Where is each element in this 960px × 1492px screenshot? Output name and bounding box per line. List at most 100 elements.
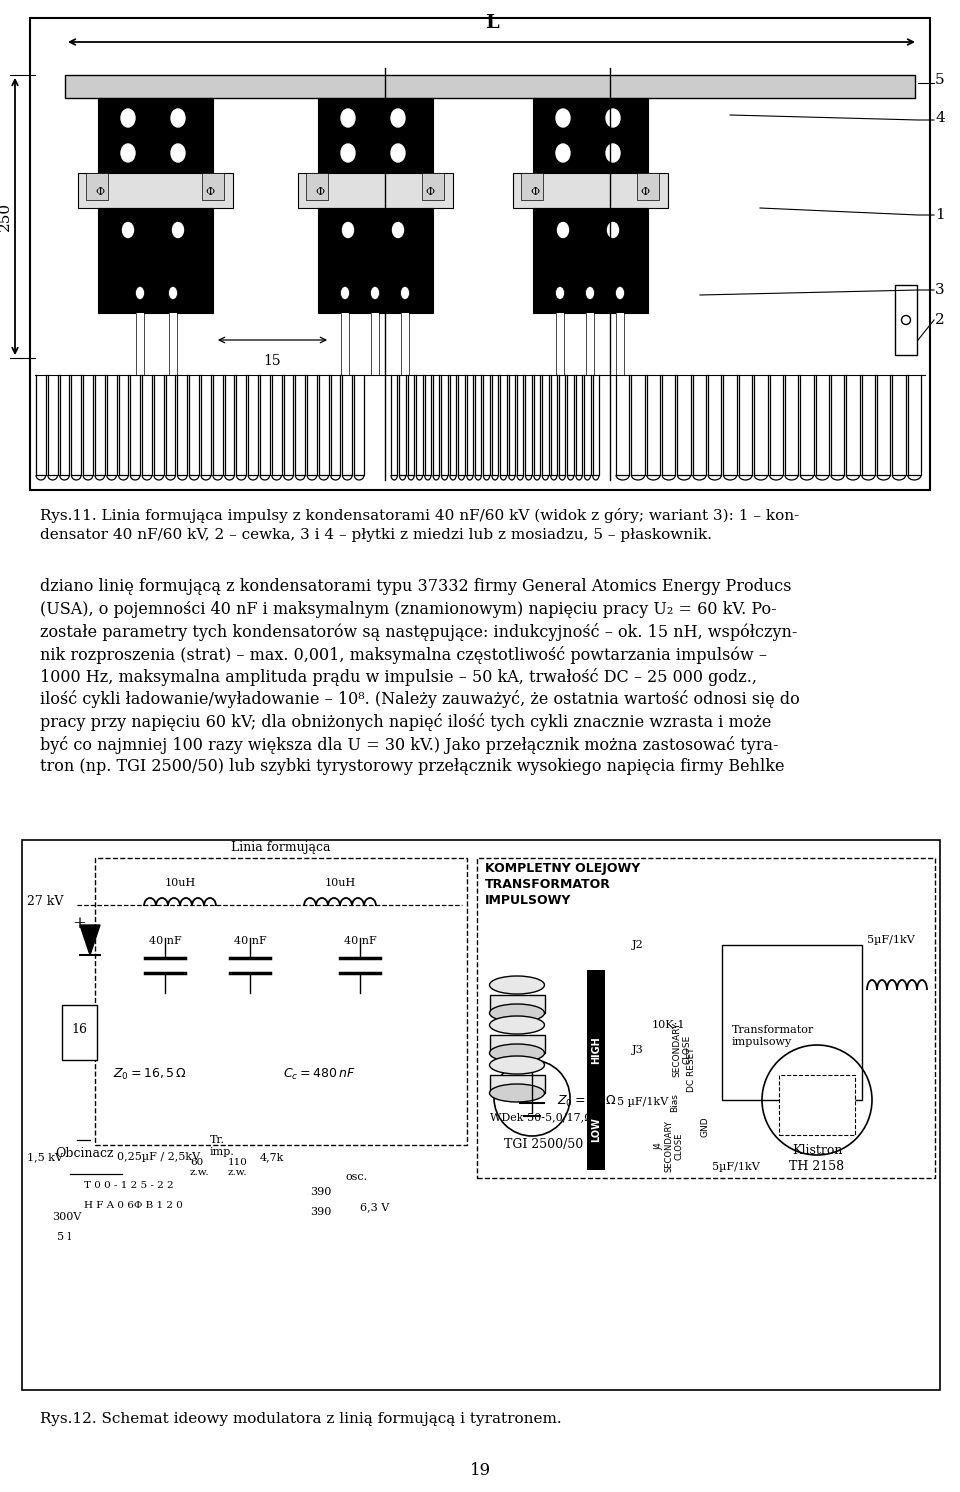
Text: 3: 3 — [935, 283, 945, 297]
Ellipse shape — [556, 286, 564, 300]
Text: Bias: Bias — [670, 1094, 680, 1112]
Ellipse shape — [606, 145, 620, 163]
Bar — [169, 313, 177, 374]
Text: pracy przy napięciu 60 kV; dla obniżonych napięć ilość tych cykli znacznie wzras: pracy przy napięciu 60 kV; dla obniżonyc… — [40, 713, 772, 731]
Ellipse shape — [586, 286, 594, 300]
Text: J3: J3 — [632, 1044, 644, 1055]
Text: (USA), o pojemności 40 nF i maksymalnym (znamionowym) napięciu pracy U₂ = 60 kV.: (USA), o pojemności 40 nF i maksymalnym … — [40, 600, 777, 618]
Text: 19: 19 — [469, 1462, 491, 1479]
Text: LOW: LOW — [591, 1118, 601, 1143]
Bar — [422, 173, 444, 200]
Ellipse shape — [391, 109, 405, 127]
Bar — [78, 173, 233, 207]
Text: 4: 4 — [935, 110, 945, 125]
Bar — [586, 313, 594, 374]
Text: 5µF/1kV: 5µF/1kV — [867, 935, 915, 944]
Text: 60
z.w.: 60 z.w. — [190, 1158, 209, 1177]
Text: Transformator
impulsowy: Transformator impulsowy — [732, 1025, 814, 1047]
Bar — [533, 207, 648, 313]
Ellipse shape — [558, 222, 568, 237]
Text: 40 nF: 40 nF — [344, 935, 376, 946]
Bar — [521, 173, 543, 200]
Bar — [95, 858, 467, 1144]
Text: J4
SECONDARY
CLOSE: J4 SECONDARY CLOSE — [655, 1120, 684, 1173]
Ellipse shape — [490, 1004, 544, 1022]
Text: Φ: Φ — [205, 186, 215, 197]
Ellipse shape — [341, 145, 355, 163]
Text: Klistron
TH 2158: Klistron TH 2158 — [789, 1144, 845, 1173]
Text: +: + — [72, 915, 85, 932]
Text: 10uH: 10uH — [164, 877, 196, 888]
Text: L: L — [485, 13, 498, 31]
Text: 5 l: 5 l — [57, 1232, 71, 1241]
Text: być co najmniej 100 razy większa dla U = 30 kV.) Jako przełącznik można zastosow: być co najmniej 100 razy większa dla U =… — [40, 736, 779, 753]
Ellipse shape — [490, 1056, 544, 1074]
Text: 390: 390 — [310, 1188, 331, 1197]
Bar — [30, 18, 930, 489]
Text: WDek 50-5,0/17,Ω: WDek 50-5,0/17,Ω — [490, 1112, 593, 1122]
Ellipse shape — [490, 1044, 544, 1062]
Text: 15: 15 — [264, 354, 281, 369]
Bar — [22, 840, 940, 1391]
Bar — [202, 173, 224, 200]
Ellipse shape — [490, 1085, 544, 1103]
Text: 390: 390 — [310, 1207, 331, 1217]
Bar — [98, 98, 213, 173]
Text: 6,3 V: 6,3 V — [360, 1203, 389, 1212]
Bar — [306, 173, 328, 200]
Text: dziano linię formującą z kondensatorami typu 37332 firmy General Atomics Energy : dziano linię formującą z kondensatorami … — [40, 577, 791, 595]
Ellipse shape — [343, 222, 353, 237]
Text: Rys.11. Linia formująca impulsy z kondensatorami 40 nF/60 kV (widok z góry; wari: Rys.11. Linia formująca impulsy z konden… — [40, 507, 800, 542]
Bar — [65, 75, 915, 98]
Text: osc.: osc. — [345, 1173, 367, 1182]
Text: 10K:1: 10K:1 — [652, 1021, 685, 1029]
Ellipse shape — [121, 145, 135, 163]
Bar — [477, 858, 935, 1179]
Ellipse shape — [135, 286, 145, 300]
Text: HIGH: HIGH — [591, 1035, 601, 1064]
Bar — [513, 173, 668, 207]
Ellipse shape — [341, 286, 349, 300]
Polygon shape — [80, 925, 100, 955]
Text: 1000 Hz, maksymalna amplituda prądu w impulsie – 50 kA, trwałość DC – 25 000 god: 1000 Hz, maksymalna amplituda prądu w im… — [40, 668, 757, 686]
Text: Linia formująca: Linia formująca — [231, 841, 331, 853]
Text: TGI 2500/50: TGI 2500/50 — [504, 1138, 584, 1150]
Bar — [490, 1035, 545, 1053]
Bar — [98, 207, 213, 313]
Ellipse shape — [615, 286, 625, 300]
Text: Obcinacz: Obcinacz — [55, 1147, 113, 1159]
Text: 0,25µF / 2,5kV: 0,25µF / 2,5kV — [117, 1152, 200, 1162]
Text: 5 µF/1kV: 5 µF/1kV — [617, 1097, 668, 1107]
Text: DC RESET: DC RESET — [687, 1047, 697, 1092]
Text: 5: 5 — [935, 73, 945, 87]
Bar — [895, 285, 917, 355]
Bar — [616, 313, 624, 374]
Text: ilość cykli ładowanie/wyładowanie – 10⁸. (Należy zauważyć, że ostatnia wartość o: ilość cykli ładowanie/wyładowanie – 10⁸.… — [40, 691, 800, 709]
Text: 1,5 kV: 1,5 kV — [27, 1152, 63, 1162]
Ellipse shape — [391, 145, 405, 163]
Text: $Z_0 = 16,5\,\Omega$: $Z_0 = 16,5\,\Omega$ — [113, 1067, 186, 1082]
Bar — [490, 995, 545, 1013]
Ellipse shape — [171, 109, 185, 127]
Text: J2: J2 — [632, 940, 644, 950]
Text: T 0 0 - 1 2 5 - 2 2: T 0 0 - 1 2 5 - 2 2 — [84, 1182, 174, 1191]
Bar — [637, 173, 659, 200]
Text: KOMPLETNY OLEJOWY
TRANSFORMATOR
IMPULSOWY: KOMPLETNY OLEJOWY TRANSFORMATOR IMPULSOW… — [485, 862, 640, 907]
Bar — [341, 313, 349, 374]
Text: 27 kV: 27 kV — [27, 895, 63, 909]
Text: 10uH: 10uH — [324, 877, 355, 888]
Text: 16: 16 — [71, 1024, 87, 1035]
Text: zostałe parametry tych kondensatorów są następujące: indukcyjność – ok. 15 nH, w: zostałe parametry tych kondensatorów są … — [40, 624, 798, 642]
Ellipse shape — [341, 109, 355, 127]
Ellipse shape — [608, 222, 618, 237]
Text: nik rozproszenia (strat) – max. 0,001, maksymalna częstotliwość powtarzania impu: nik rozproszenia (strat) – max. 0,001, m… — [40, 646, 767, 664]
Text: Φ: Φ — [316, 186, 324, 197]
Bar — [779, 1076, 855, 1135]
Bar — [318, 207, 433, 313]
Ellipse shape — [121, 109, 135, 127]
Ellipse shape — [173, 222, 183, 237]
Text: 1: 1 — [935, 207, 945, 222]
Text: 40 nF: 40 nF — [233, 935, 266, 946]
Text: 2: 2 — [935, 313, 945, 327]
Text: $Z_0 = 50\,\Omega$: $Z_0 = 50\,\Omega$ — [557, 1094, 616, 1109]
